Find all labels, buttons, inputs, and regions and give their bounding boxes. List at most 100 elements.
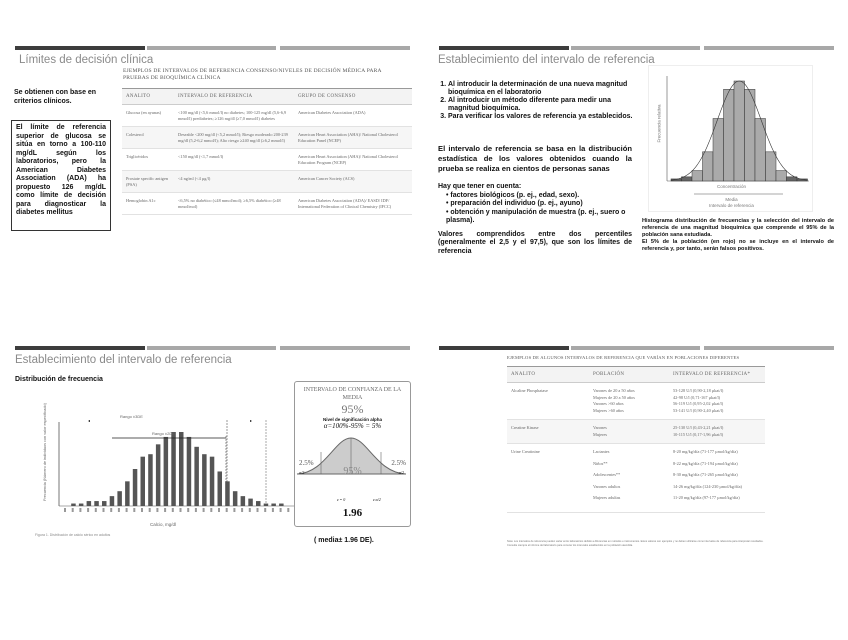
histogram-svg (666, 76, 809, 195)
caption-text-2: El 5% de la población (en rojo) no se in… (642, 239, 834, 252)
y-axis-label: Frecuencia (Número de individuos con val… (43, 403, 47, 501)
histogram-bar (702, 151, 714, 182)
population: Varones >60 años (593, 401, 624, 406)
reasons-list: Al introducir la determinación de una nu… (438, 81, 638, 121)
histogram-bar (796, 178, 808, 182)
header-bars (439, 46, 834, 50)
table-caption: EJEMPLOS DE INTERVALOS DE REFERENCIA CON… (123, 68, 382, 81)
interval: 8-30 mg/kg/día (71-265 µmol/kg/día) (673, 472, 738, 477)
population: Varones de 20 a 50 años (593, 388, 635, 393)
interval: 8-20 mg/kg/día (71-177 µmol/kg/día) (673, 449, 738, 454)
mean-note: ( media± 1.96 DE). (314, 537, 374, 544)
x-axis-label: Calcio, mg/dl (150, 522, 177, 527)
histogram-bar (248, 498, 253, 506)
z-crit: z α/2 (373, 497, 381, 502)
percentiles-text: Valores comprendidos entre dos percentil… (438, 230, 632, 255)
histogram-bar (209, 456, 215, 506)
range-3de-label: Rango ±3DE (120, 414, 143, 419)
consider-title: Hay que tener en cuenta: (438, 183, 522, 190)
population: Varones (593, 425, 607, 430)
alpha-equation: α=100%-95% = 5% (323, 422, 382, 430)
mean-label: Media (725, 197, 738, 202)
list-item: Al introducir un método diferente para m… (448, 97, 638, 113)
histogram-bar (225, 481, 230, 506)
list-item: • obtención y manipulación de muestra (p… (446, 208, 626, 225)
histogram-bar (723, 89, 735, 182)
histogram-bar (744, 89, 756, 182)
subtitle: Distribución de frecuencia (15, 376, 103, 383)
histogram-bar (148, 454, 153, 506)
histogram-bar (765, 151, 777, 182)
histogram-bar (217, 471, 222, 506)
alpha-label: Nivel de significación alpha (322, 417, 383, 422)
figure-caption: Figura 1. Distribución de calcio sérico … (35, 533, 111, 537)
histogram-bar (754, 118, 766, 182)
population: Varones adultos (593, 483, 621, 489)
histogram-bar (102, 501, 107, 506)
col-header: ANALITO (507, 366, 589, 383)
histogram-bar (125, 481, 130, 506)
normal-curve (670, 80, 808, 181)
list-item: Al introducir la determinación de una nu… (448, 81, 638, 97)
col-header: INTERVALO DE REFERENCIA* (669, 366, 765, 383)
histogram-bar (179, 432, 184, 506)
list-item: • preparación del individuo (p. ej., ayu… (446, 200, 583, 207)
table-footnote: Nota: Los intervalos de referencia puede… (507, 540, 764, 547)
consider-block: Hay que tener en cuenta: • factores biol… (438, 183, 632, 256)
col-header: INTERVALO DE REFERENCIA (174, 88, 294, 105)
center-percent: 95% (343, 466, 362, 477)
table-row: Triglicéridos <150 mg/dl (<1,7 mmol/l) Ame… (122, 148, 412, 171)
interval: 42-98 U/l (0,71-167 µkat/l) (673, 394, 721, 400)
histogram-bar (691, 170, 703, 182)
histogram-bar (240, 496, 246, 506)
ci-percent: 95% (341, 402, 364, 416)
col-header: ANALITO (122, 88, 174, 105)
slide-title: Establecimiento del intervalo de referen… (438, 54, 655, 66)
x-axis-label: Concentración (716, 184, 747, 189)
right-alpha: α/2 (398, 470, 404, 475)
interval: 10-115 U/l (0,17-1,96 µkat/l) (673, 431, 724, 437)
consensus-table: ANALITO INTERVALO DE REFERENCIA GRUPO DE C… (122, 88, 412, 215)
interval: 14-26 mg/kg/día (124-230 µmol/kg/día) (673, 483, 742, 489)
histogram-bar (775, 170, 787, 182)
slide-establecimiento-2: Establecimiento del intervalo de referen… (0, 340, 424, 640)
z-zero: z = 0 (337, 497, 346, 502)
population-table: ANALITO POBLACIÓN INTERVALO DE REFERENCIA*… (507, 366, 765, 513)
slide-establecimiento-1: Establecimiento del intervalo de referen… (424, 40, 848, 340)
caption-text: Histograma distribución de frecuencias y… (642, 218, 834, 238)
slide-title: Límites de decisión clínica (19, 54, 154, 66)
histogram-bar (279, 503, 284, 506)
interval: 25-130 U/l (0,43-2,21 µkat/l) (673, 425, 724, 430)
histogram-bar (155, 444, 161, 506)
histogram-bar (132, 469, 138, 506)
normal-curve (296, 437, 407, 475)
histogram-bar (117, 491, 122, 506)
y-axis-label: Frecuencia relativa (656, 104, 662, 143)
histogram-bar (186, 436, 192, 506)
ci-title: INTERVALO DE CONFIANZA DE LA MEDIA (303, 387, 402, 401)
table-row: Alcaline Phosphatase Varones de 20 a 50 a… (507, 382, 765, 420)
range-3de-left-marker: ◂ (88, 418, 90, 423)
histogram-bar (94, 501, 99, 506)
histogram-figure: Frecuencia relativa Concentración Media … (648, 65, 813, 212)
histogram-bar (194, 446, 199, 506)
col-header: GRUPO DE CONSENSO (294, 88, 412, 105)
range-2de-label: Rango ±2DE (152, 431, 175, 436)
paragraph: El intervalo de referencia se basa en la… (438, 144, 632, 173)
interval-label: Intervalo de referencia (709, 203, 754, 208)
histogram-bar (171, 432, 176, 506)
histogram-bar (202, 454, 207, 506)
list-item: Para verificar los valores de referencia… (448, 113, 638, 121)
header-bars (439, 346, 834, 350)
table-row: Creatine Kinase Varones Mujeres 25-130 U/l … (507, 419, 765, 444)
population: Adolescentes** (593, 472, 621, 477)
interval: 11-20 mg/kg/día (97-177 µmol/kg/día) (673, 495, 740, 500)
histogram-bar (86, 501, 92, 506)
frequency-histogram: ◂ ▸ (58, 418, 295, 512)
population: Mujeres de 20 a 50 años (593, 394, 635, 400)
table-row: Prostate specific antigen (PSA) <4 ng/ml … (122, 170, 412, 193)
table-caption: EJEMPLOS DE ALGUNOS INTERVALOS DE REFERE… (507, 355, 740, 360)
population: Lactantes (593, 449, 610, 454)
slide-title: Establecimiento del intervalo de referen… (15, 354, 232, 366)
interval: 53-128 U/l (0,90-2,18 µkat/l) (673, 388, 724, 393)
